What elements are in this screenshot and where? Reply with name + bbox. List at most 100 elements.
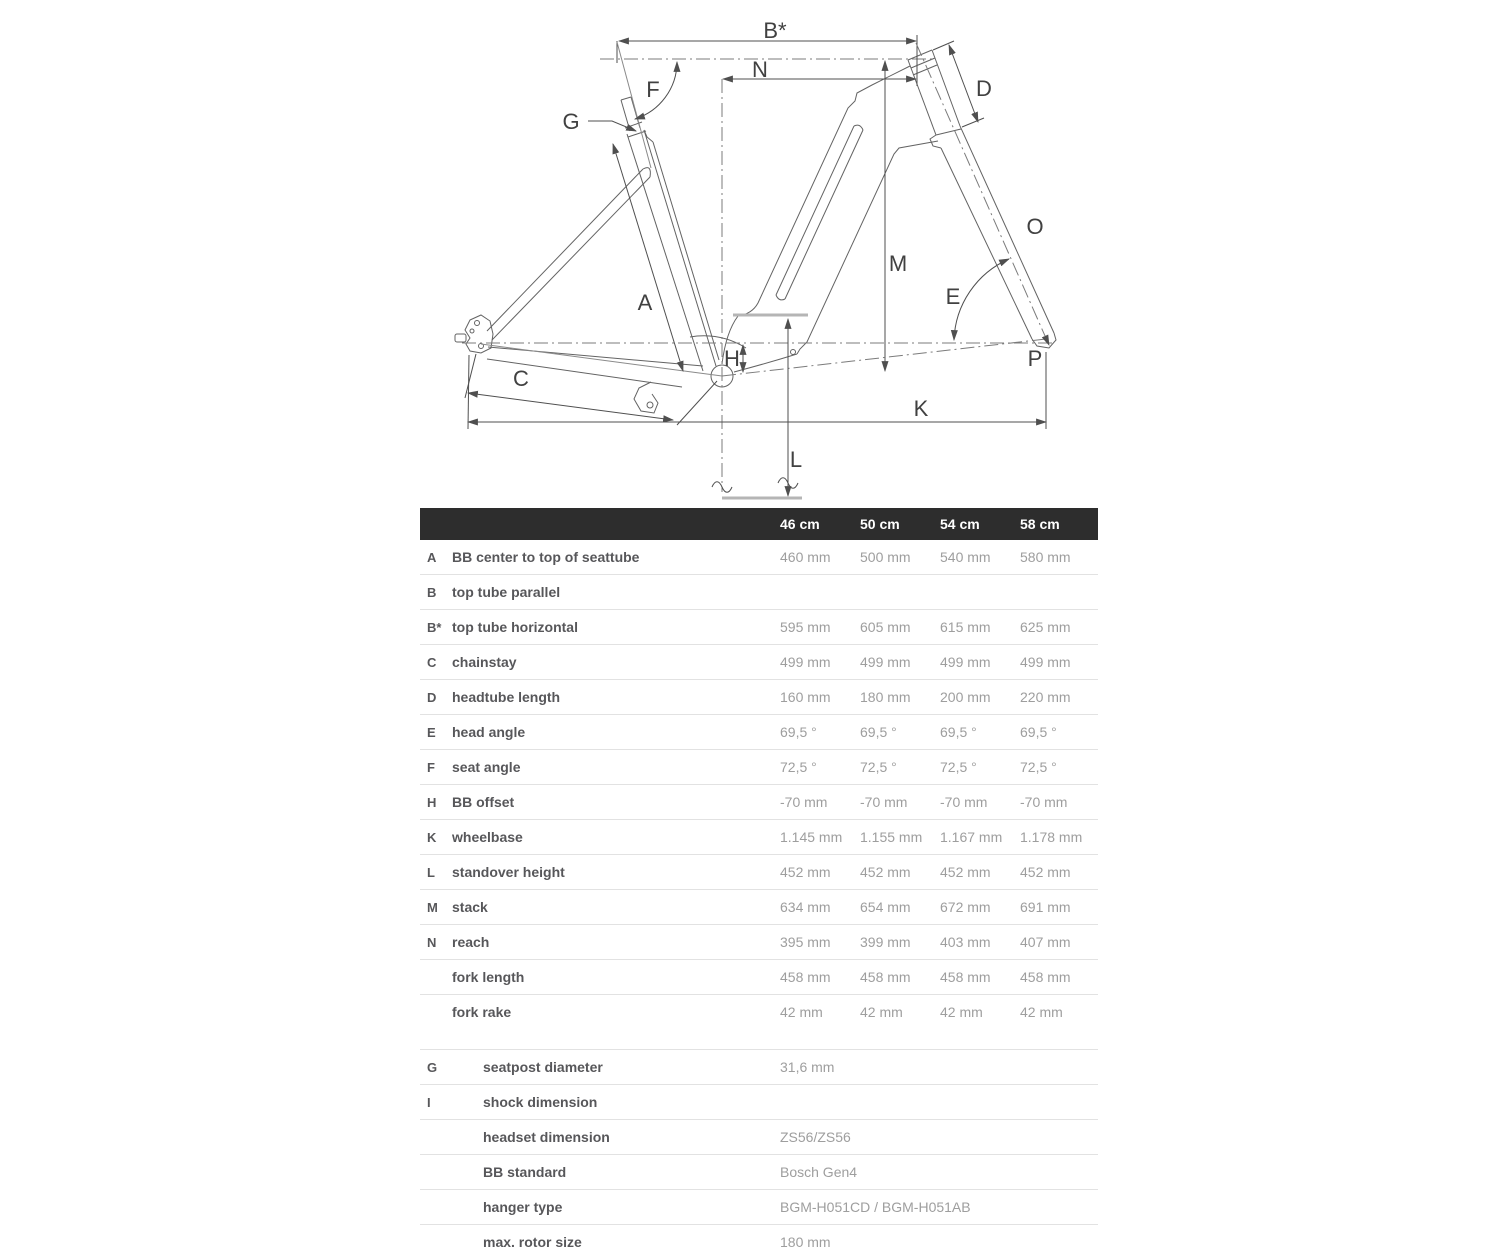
row-value: 672 mm (940, 899, 991, 915)
dimension-label-H: H (724, 346, 740, 371)
row-label: wheelbase (452, 829, 523, 845)
dimension-label-L: L (790, 447, 802, 472)
row-value: 654 mm (860, 899, 911, 915)
row-value: -70 mm (1020, 794, 1068, 810)
row-value: 395 mm (780, 934, 831, 950)
spec-row: headset dimension ZS56/ZS56 (420, 1120, 1098, 1155)
row-letter: B (427, 584, 437, 600)
dimension-label-M: M (889, 251, 907, 276)
row-value: 580 mm (1020, 549, 1071, 565)
row-value: 458 mm (780, 969, 831, 985)
row-value: 499 mm (1020, 654, 1071, 670)
row-value: 1.178 mm (1020, 829, 1083, 845)
row-label: hanger type (483, 1199, 563, 1215)
row-value: 460 mm (780, 549, 831, 565)
row-label: top tube parallel (452, 584, 561, 600)
spec-row: A BB center to top of seattube 460 mm 500 m… (420, 540, 1098, 575)
row-label: seatpost diameter (483, 1059, 603, 1075)
row-label: top tube horizontal (452, 619, 578, 635)
row-value: 200 mm (940, 689, 991, 705)
row-letter: M (427, 899, 438, 915)
row-value: 69,5 ° (940, 724, 977, 740)
row-letter: D (427, 689, 437, 705)
row-value: 625 mm (1020, 619, 1071, 635)
row-value: 615 mm (940, 619, 991, 635)
row-value: 452 mm (860, 864, 911, 880)
row-value: 72,5 ° (780, 759, 817, 775)
row-label: reach (452, 934, 490, 950)
spec-row: H BB offset -70 mm -70 mm -70 mm -70 mm (420, 785, 1098, 820)
row-letter: E (427, 724, 436, 740)
spec-row: hanger type BGM-H051CD / BGM-H051AB (420, 1190, 1098, 1225)
row-label: standover height (452, 864, 565, 880)
row-label: BB offset (452, 794, 515, 810)
row-label: BB standard (483, 1164, 567, 1180)
dimension-label-Bstar: B* (763, 18, 787, 43)
row-label: headset dimension (483, 1129, 610, 1145)
row-label: head angle (452, 724, 526, 740)
dimension-label-A: A (638, 290, 653, 315)
table-body: A BB center to top of seattube 460 mm 500 m… (420, 540, 1098, 1252)
row-value: 691 mm (1020, 899, 1071, 915)
spec-row: max. rotor size 180 mm (420, 1225, 1098, 1252)
row-value: -70 mm (940, 794, 988, 810)
row-letter: H (427, 794, 437, 810)
row-label: seat angle (452, 759, 521, 775)
column-header: 58 cm (1020, 516, 1060, 532)
row-value: 403 mm (940, 934, 991, 950)
row-letter: B* (427, 619, 442, 635)
row-label: fork length (452, 969, 525, 985)
row-value: 452 mm (1020, 864, 1071, 880)
dimension-label-E: E (946, 284, 961, 309)
row-value: 72,5 ° (860, 759, 897, 775)
row-label: chainstay (452, 654, 517, 670)
row-value: 540 mm (940, 549, 991, 565)
dimension-label-F: F (646, 77, 659, 102)
row-value: 1.167 mm (940, 829, 1003, 845)
row-value: 458 mm (860, 969, 911, 985)
dimension-label-C: C (513, 366, 529, 391)
dimension-label-O: O (1026, 214, 1043, 239)
row-value: -70 mm (780, 794, 828, 810)
geometry-table: 46 cm 50 cm 54 cm 58 cm A BB center to top o… (420, 508, 1098, 1252)
row-value: 180 mm (860, 689, 911, 705)
row-value: 452 mm (780, 864, 831, 880)
row-label: shock dimension (483, 1094, 598, 1110)
row-value: 1.155 mm (860, 829, 923, 845)
row-label: BB center to top of seattube (452, 549, 640, 565)
row-letter: I (427, 1094, 431, 1110)
row-value: 1.145 mm (780, 829, 843, 845)
row-value: 634 mm (780, 899, 831, 915)
dimension-label-G: G (562, 109, 579, 134)
dimension-label-N: N (752, 57, 768, 82)
spec-row: B* top tube horizontal 595 mm 605 mm 615 mm 6… (420, 610, 1098, 645)
row-value: 42 mm (860, 1004, 903, 1020)
row-label: max. rotor size (483, 1234, 582, 1250)
row-value: BGM-H051CD / BGM-H051AB (780, 1199, 971, 1215)
row-value: 452 mm (940, 864, 991, 880)
row-value: 220 mm (1020, 689, 1071, 705)
row-value: 69,5 ° (860, 724, 897, 740)
row-value: ZS56/ZS56 (780, 1129, 851, 1145)
spec-row: fork rake 42 mm 42 mm 42 mm 42 mm (420, 995, 1098, 1029)
dimension-label-K: K (914, 396, 929, 421)
row-label: fork rake (452, 1004, 512, 1020)
row-letter: K (427, 829, 437, 845)
row-value: 69,5 ° (1020, 724, 1057, 740)
row-value: Bosch Gen4 (780, 1164, 858, 1180)
row-value: 69,5 ° (780, 724, 817, 740)
section-divider (420, 1029, 1098, 1050)
row-letter: C (427, 654, 437, 670)
row-value: 72,5 ° (940, 759, 977, 775)
row-value: 458 mm (940, 969, 991, 985)
